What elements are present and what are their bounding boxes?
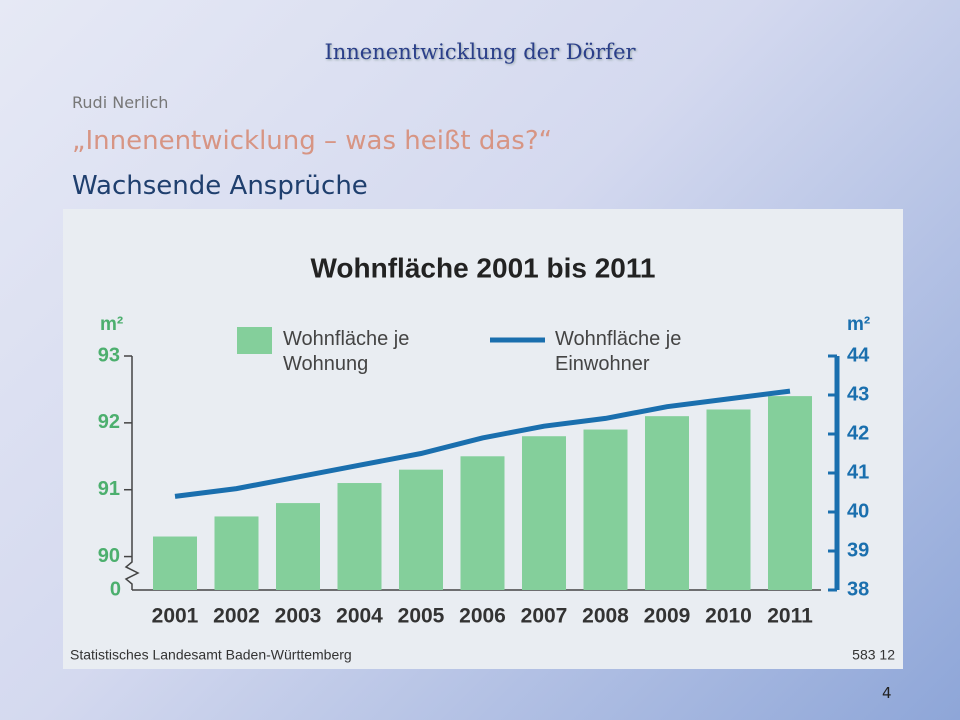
legend-swatch: [237, 327, 272, 354]
x-tick-label: 2001: [152, 605, 199, 628]
bar: [706, 409, 751, 590]
bar: [645, 416, 689, 590]
bar: [583, 429, 628, 590]
bar: [460, 456, 505, 590]
x-tick-label: 2002: [213, 605, 260, 628]
x-tick-label: 2006: [459, 605, 506, 628]
x-tick-label: 2010: [705, 605, 752, 628]
x-tick-label: 2011: [767, 605, 813, 628]
chart: Wohnfläche 2001 bis 2011 m² m² 0 Statist…: [63, 209, 903, 669]
code: 583 12: [852, 647, 895, 663]
y2-tick-label: 43: [847, 383, 869, 405]
legend-label: Wohnfläche je Einwohner: [555, 328, 682, 375]
bar: [153, 536, 197, 590]
y2-tick-label: 42: [847, 422, 869, 444]
x-tick-label: 2007: [521, 605, 568, 628]
y2-axis-label: m²: [847, 314, 870, 335]
bar: [522, 436, 566, 590]
x-tick-label: 2003: [275, 605, 322, 628]
x-tick-label: 2004: [336, 605, 383, 628]
line: [174, 388, 791, 499]
bar: [768, 396, 812, 590]
x-tick-label: 2009: [644, 605, 691, 628]
y-tick-label: 90: [98, 545, 120, 567]
axis-break-label: 0: [110, 578, 121, 600]
bar: [276, 503, 320, 590]
y-axis: [124, 356, 140, 590]
y-tick-label: 92: [98, 411, 120, 433]
heading: Wachsende Ansprüche: [72, 171, 368, 201]
subtitle: „Innenentwicklung – was heißt das?“: [72, 126, 553, 156]
y2-tick-label: 39: [847, 539, 869, 561]
header: Innenentwicklung der Dörfer: [324, 40, 636, 64]
legend-label: Wohnfläche je Wohnung: [283, 328, 410, 375]
x-tick-label: 2005: [398, 605, 445, 628]
y2-tick-label: 41: [847, 461, 869, 483]
chart-title: Wohnfläche 2001 bis 2011: [311, 252, 656, 283]
author: Rudi Nerlich: [72, 93, 169, 112]
bar: [214, 516, 259, 590]
x-tick-label: 2008: [582, 605, 629, 628]
bar: [337, 483, 382, 590]
y-axis-label: m²: [100, 314, 123, 335]
y2-tick-label: 44: [847, 344, 870, 366]
y2-tick-label: 38: [847, 578, 869, 600]
y-tick-label: 91: [98, 478, 120, 500]
source: Statistisches Landesamt Baden-Württember…: [70, 647, 352, 663]
bar: [399, 469, 443, 590]
page-number: 4: [882, 684, 892, 702]
y2-tick-label: 40: [847, 500, 869, 522]
y-tick-label: 93: [98, 344, 120, 366]
